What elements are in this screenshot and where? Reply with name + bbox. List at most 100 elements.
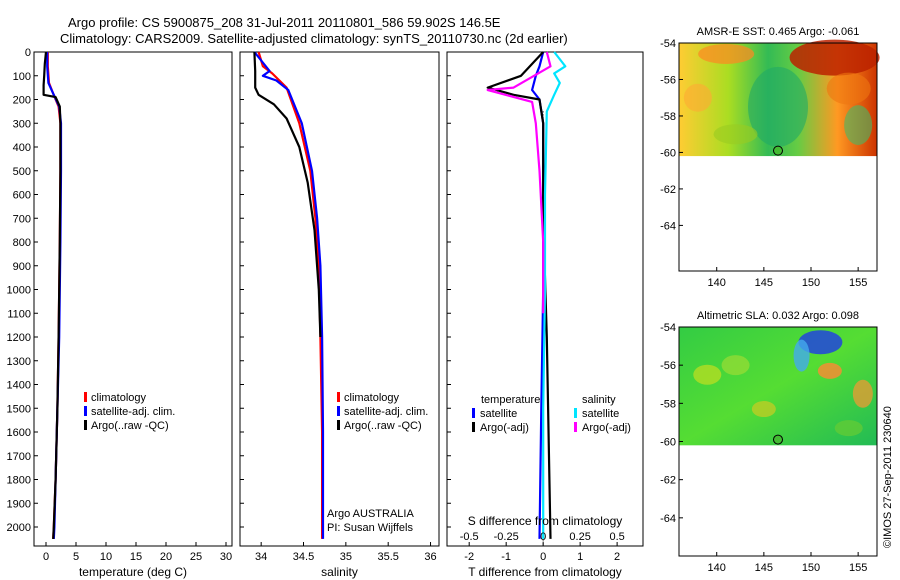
sla-map-title: Altimetric SLA: 0.032 Argo: 0.098	[697, 310, 859, 322]
temperature-y-tick-label: 500	[13, 166, 31, 178]
temperature-x-tick-label: 10	[100, 551, 112, 563]
sla-map-feature	[817, 362, 842, 379]
difference-x-tick-label: 0	[540, 551, 546, 563]
sla-y-tick-label: -54	[660, 322, 676, 334]
difference-s-tick-label: -0.25	[494, 531, 519, 543]
sla-x-tick-label: 155	[849, 562, 867, 574]
difference-s-tick-label: 0.25	[569, 531, 590, 543]
credit-text: ©IMOS 27-Sep-2011 230640	[882, 406, 894, 548]
salinity-legend-label: Argo(..raw -QC)	[344, 420, 422, 432]
temperature-y-tick-label: 900	[13, 261, 31, 273]
sla-x-tick-label: 140	[708, 562, 726, 574]
temperature-legend-swatch	[84, 420, 87, 430]
sst-map-feature	[844, 105, 873, 146]
difference-series-2-line	[542, 51, 567, 539]
salinity-x-tick-label: 35.5	[377, 551, 398, 563]
salinity-annotation: Argo AUSTRALIA	[327, 508, 414, 520]
sst-x-tick-label: 145	[755, 277, 773, 289]
figure-title-line1: Argo profile: CS 5900875_208 31-Jul-2011…	[68, 15, 501, 30]
difference-s-tick-label: 0	[540, 531, 546, 543]
temperature-y-tick-label: 600	[13, 190, 31, 202]
difference-legend-left-label: satellite	[480, 408, 517, 420]
sst-y-tick-label: -64	[660, 220, 676, 232]
difference-legend-right-swatch	[574, 408, 577, 418]
difference-legend-right-label: satellite	[582, 408, 619, 420]
difference-s-axis-label: S difference from climatology	[468, 514, 623, 528]
temperature-y-tick-label: 2000	[7, 522, 31, 534]
difference-s-tick-label: -0.5	[460, 531, 479, 543]
temperature-y-tick-label: 1600	[7, 427, 31, 439]
difference-x-tick-label: -1	[501, 551, 511, 563]
salinity-x-tick-label: 34	[255, 551, 267, 563]
difference-legend-left-label: Argo(-adj)	[480, 422, 529, 434]
temperature-y-tick-label: 400	[13, 142, 31, 154]
salinity-legend-swatch	[337, 392, 340, 402]
salinity-legend-swatch	[337, 406, 340, 416]
difference-s-tick-label: 0.5	[609, 531, 624, 543]
difference-panel: -2 -1 0 1 2 T difference from climatology -0.5…	[446, 51, 644, 579]
sla-map-feature	[798, 330, 843, 355]
sla-map-panel: Altimetric SLA: 0.032 Argo: 0.098 140 145 1…	[660, 310, 878, 574]
salinity-x-tick-label: 35	[340, 551, 352, 563]
sla-y-tick-label: -60	[660, 437, 676, 449]
sst-y-tick-label: -60	[660, 147, 676, 159]
temperature-y-tick-label: 1000	[7, 285, 31, 297]
temperature-y-tick-label: 800	[13, 237, 31, 249]
salinity-annotation: PI: Susan Wijffels	[327, 522, 413, 534]
temperature-y-tick-label: 1100	[7, 308, 31, 320]
sst-map-feature	[683, 83, 712, 112]
difference-x-tick-label: 2	[614, 551, 620, 563]
sla-map-feature	[834, 420, 863, 437]
temperature-legend-label: climatology	[91, 392, 147, 404]
difference-x-axis-label: T difference from climatology	[468, 565, 622, 579]
sla-y-tick-label: -62	[660, 475, 676, 487]
difference-legend-left-title: temperature	[481, 394, 540, 406]
difference-series-3-line	[486, 51, 552, 314]
sla-y-tick-label: -56	[660, 360, 676, 372]
temperature-legend-label: satellite-adj. clim.	[91, 406, 175, 418]
sst-map-feature	[698, 43, 755, 64]
temperature-y-tick-label: 0	[25, 47, 31, 59]
temperature-legend-label: Argo(..raw -QC)	[91, 420, 169, 432]
sla-x-tick-label: 150	[802, 562, 820, 574]
temperature-y-tick-label: 1200	[7, 332, 31, 344]
salinity-legend-label: climatology	[344, 392, 400, 404]
sla-y-tick-label: -58	[660, 398, 676, 410]
temperature-plot-frame	[33, 51, 233, 547]
sst-y-tick-label: -58	[660, 111, 676, 123]
temperature-x-tick-label: 5	[73, 551, 79, 563]
figure-title-line2: Climatology: CARS2009. Satellite-adjuste…	[60, 31, 568, 46]
sst-map-feature	[748, 66, 808, 147]
sst-map-feature	[826, 72, 871, 105]
difference-x-tick-label: -2	[464, 551, 474, 563]
sst-argo-marker	[773, 145, 783, 156]
difference-legend-right-label: Argo(-adj)	[582, 422, 631, 434]
temperature-x-tick-label: 30	[220, 551, 232, 563]
salinity-plot-frame	[239, 51, 440, 547]
temperature-y-tick-label: 1400	[7, 380, 31, 392]
sst-map-feature	[713, 124, 758, 145]
sst-map-feature	[789, 39, 880, 76]
sla-x-tick-label: 145	[755, 562, 773, 574]
temperature-y-tick-label: 700	[13, 213, 31, 225]
sla-y-tick-label: -64	[660, 513, 676, 525]
temperature-y-tick-label: 1300	[7, 356, 31, 368]
difference-legend-right-title: salinity	[582, 394, 616, 406]
sst-y-tick-label: -62	[660, 184, 676, 196]
sla-argo-marker	[773, 434, 783, 445]
sst-x-tick-label: 140	[708, 277, 726, 289]
temperature-y-tick-label: 1500	[7, 403, 31, 415]
sla-map-feature	[852, 379, 873, 408]
sst-y-tick-label: -56	[660, 74, 676, 86]
difference-legend-right-swatch	[574, 422, 577, 432]
difference-legend-left-swatch	[472, 422, 475, 432]
sst-map-frame	[678, 42, 878, 272]
sst-x-tick-label: 155	[849, 277, 867, 289]
salinity-series-2-line	[253, 51, 322, 338]
temperature-y-tick-label: 1700	[7, 451, 31, 463]
temperature-y-tick-label: 1800	[7, 475, 31, 487]
sla-map-feature	[793, 339, 810, 372]
temperature-y-tick-label: 200	[13, 95, 31, 107]
